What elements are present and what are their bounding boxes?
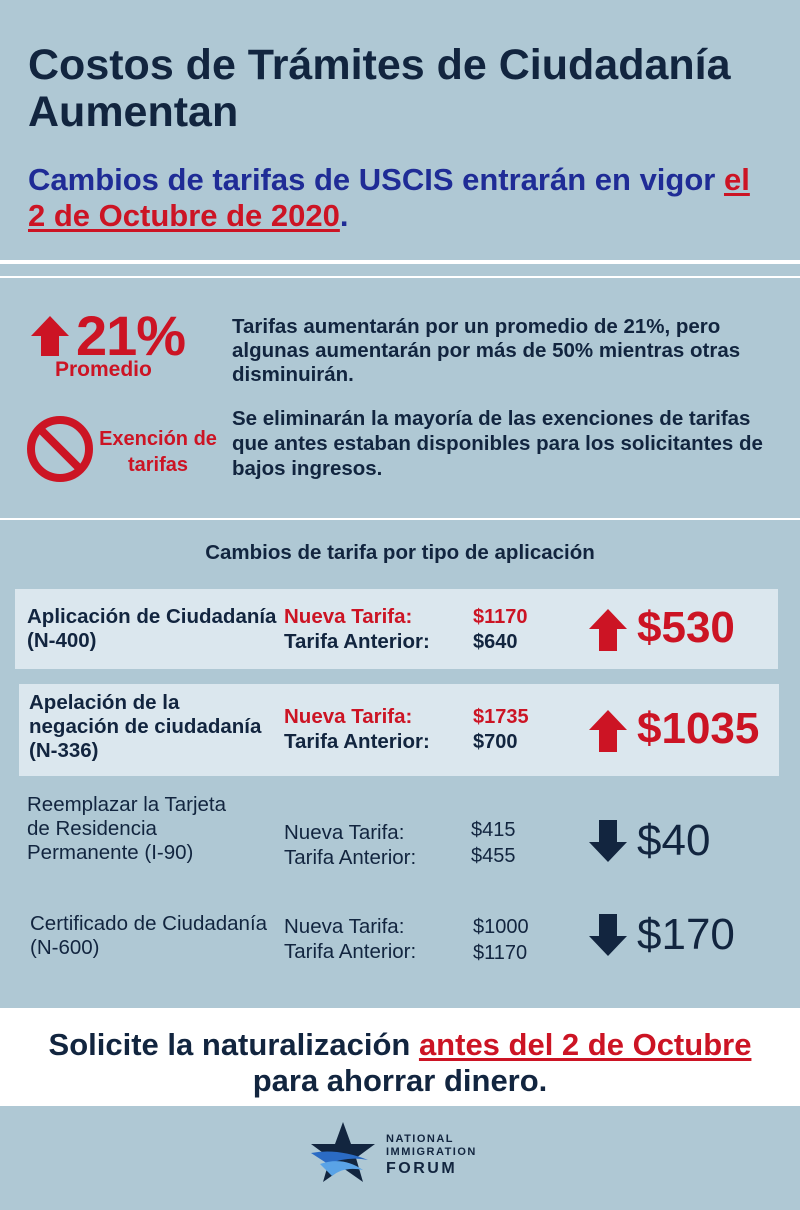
new-fee-label: Nueva Tarifa: bbox=[284, 705, 413, 728]
old-fee-value: $700 bbox=[473, 731, 518, 753]
average-label: Promedio bbox=[55, 358, 152, 381]
organization-logo: NATIONAL IMMIGRATION FORUM bbox=[308, 1120, 498, 1190]
old-fee-value: $1170 bbox=[473, 942, 528, 964]
old-fee-label: Tarifa Anterior: bbox=[284, 730, 430, 753]
arrow-down-icon bbox=[589, 820, 627, 862]
divider bbox=[0, 260, 800, 264]
subtitle-text: Cambios de tarifas de USCIS entrarán en … bbox=[28, 162, 724, 197]
exemption-description: Se eliminarán la mayoría de las exencion… bbox=[232, 407, 763, 480]
fee-row-i90: Reemplazar la Tarjeta de Residencia Perm… bbox=[15, 790, 778, 895]
logo-line: NATIONAL bbox=[386, 1133, 455, 1145]
fee-row-n600: Certificado de Ciudadanía (N-600) Nueva … bbox=[15, 908, 778, 968]
application-name: Reemplazar la Tarjeta de Residencia Perm… bbox=[27, 793, 227, 864]
old-fee-value: $640 bbox=[473, 631, 518, 653]
average-increase-badge: 21% Promedio bbox=[28, 308, 198, 388]
new-fee-label: Nueva Tarifa: bbox=[284, 915, 405, 938]
section-title: Cambios de tarifa por tipo de aplicación bbox=[205, 541, 595, 564]
no-entry-icon bbox=[27, 416, 93, 482]
effective-date: el 2 de Octubre de 2020 bbox=[28, 162, 750, 233]
fee-change-amount: $170 bbox=[637, 910, 735, 959]
logo-wordmark: NATIONAL IMMIGRATION FORUM bbox=[386, 1133, 477, 1179]
star-icon bbox=[311, 1122, 375, 1182]
fee-change-amount: $40 bbox=[637, 816, 711, 865]
divider bbox=[0, 518, 800, 520]
application-name: Aplicación de Ciudadanía (N-400) bbox=[27, 605, 277, 652]
cta-text-start: Solicite la naturalización bbox=[48, 1027, 419, 1062]
arrow-up-icon bbox=[589, 609, 627, 651]
cta-text-end: para ahorrar dinero. bbox=[252, 1063, 548, 1098]
fee-row-n336: Apelación de la negación de ciudadanía (… bbox=[19, 684, 779, 776]
logo-line: IMMIGRATION bbox=[386, 1146, 477, 1158]
arrow-down-icon bbox=[589, 914, 627, 956]
divider bbox=[0, 276, 800, 278]
call-to-action-text: Solicite la naturalización antes del 2 d… bbox=[40, 1027, 760, 1099]
header: Costos de Trámites de Ciudadanía Aumenta… bbox=[0, 0, 800, 260]
new-fee-label: Nueva Tarifa: bbox=[284, 821, 405, 844]
subtitle-period: . bbox=[339, 198, 349, 233]
old-fee-label: Tarifa Anterior: bbox=[284, 940, 417, 963]
arrow-up-icon bbox=[589, 710, 627, 752]
page-title: Costos de Trámites de Ciudadanía Aumenta… bbox=[28, 41, 731, 136]
fee-row-n400: Aplicación de Ciudadanía (N-400) Nueva T… bbox=[15, 589, 778, 669]
old-fee-value: $455 bbox=[471, 845, 516, 867]
cta-deadline: antes del 2 de Octubre bbox=[418, 1027, 752, 1062]
new-fee-value: $1170 bbox=[473, 606, 528, 628]
page-subtitle: Cambios de tarifas de USCIS entrarán en … bbox=[28, 162, 768, 234]
arrow-up-icon bbox=[31, 316, 69, 356]
average-percent: 21% bbox=[76, 304, 186, 367]
new-fee-value: $1735 bbox=[473, 706, 529, 728]
call-to-action: Solicite la naturalización antes del 2 d… bbox=[0, 1008, 800, 1106]
new-fee-value: $415 bbox=[471, 819, 516, 841]
exemption-label: Exención de tarifas bbox=[99, 428, 217, 476]
application-name: Certificado de Ciudadanía (N-600) bbox=[30, 912, 268, 959]
average-description: Tarifas aumentarán por un promedio de 21… bbox=[232, 315, 741, 386]
fee-change-amount: $1035 bbox=[637, 704, 760, 753]
new-fee-value: $1000 bbox=[473, 916, 529, 938]
old-fee-label: Tarifa Anterior: bbox=[284, 630, 430, 653]
logo-line: FORUM bbox=[386, 1160, 458, 1177]
new-fee-label: Nueva Tarifa: bbox=[284, 605, 413, 628]
old-fee-label: Tarifa Anterior: bbox=[284, 846, 417, 869]
application-name: Apelación de la negación de ciudadanía (… bbox=[29, 691, 262, 762]
fee-change-amount: $530 bbox=[637, 603, 735, 652]
